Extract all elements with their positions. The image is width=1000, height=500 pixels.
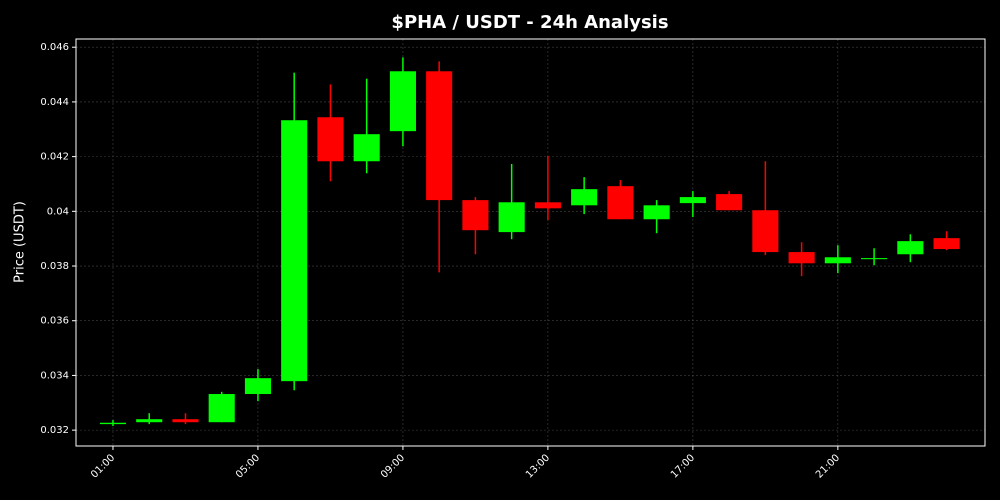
- candle-body: [317, 117, 344, 162]
- candle-body: [824, 257, 851, 264]
- candle-body: [534, 202, 561, 209]
- y-tick-label: 0.044: [40, 97, 69, 108]
- candle-body: [426, 71, 453, 201]
- candle-body: [716, 194, 743, 211]
- y-tick-label: 0.042: [40, 152, 69, 163]
- candle-body: [136, 419, 163, 423]
- chart-title: $PHA / USDT - 24h Analysis: [391, 12, 668, 33]
- candle-body: [172, 419, 199, 423]
- candle-body: [752, 210, 779, 253]
- y-tick-label: 0.046: [40, 42, 69, 53]
- candle-body: [607, 186, 634, 220]
- candle-body: [353, 134, 380, 162]
- y-tick-label: 0.038: [40, 261, 69, 272]
- y-tick-label: 0.032: [40, 425, 69, 436]
- y-axis-label: Price (USDT): [13, 201, 28, 283]
- candle-body: [861, 258, 888, 260]
- candle-body: [99, 422, 127, 425]
- candle-body: [897, 241, 924, 255]
- candle-body: [462, 200, 489, 231]
- y-tick-label: 0.036: [40, 316, 69, 327]
- y-tick-label: 0.034: [40, 370, 69, 381]
- candle-body: [933, 238, 960, 250]
- candle-body: [208, 394, 235, 423]
- candle-body: [498, 202, 525, 233]
- plot-frame: [75, 38, 986, 447]
- candle-body: [788, 252, 815, 264]
- candle-body: [244, 378, 271, 395]
- candle-body: [571, 189, 598, 206]
- candle-body: [679, 197, 706, 204]
- y-tick-label: 0.04: [47, 206, 69, 217]
- candle-body: [281, 120, 308, 382]
- candle-body: [643, 205, 670, 220]
- candle-body: [389, 71, 416, 132]
